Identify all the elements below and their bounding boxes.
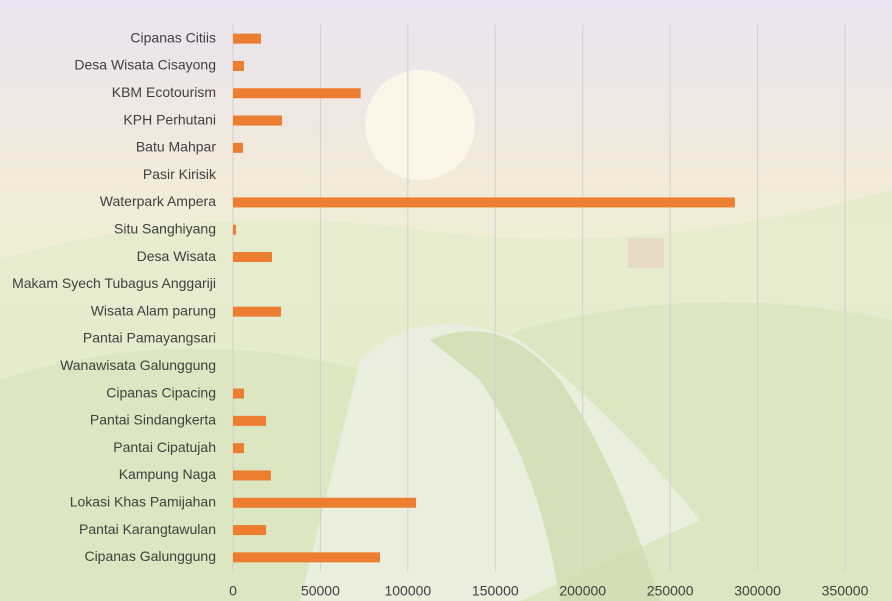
y-tick-label: Desa Wisata Cisayong	[74, 57, 216, 73]
bar	[233, 470, 271, 480]
bar	[233, 416, 266, 426]
chart: 0 50000 100000 150000 200000 250000 300000 3500…	[0, 0, 892, 601]
y-tick-label: Pasir Kirisik	[143, 166, 217, 182]
bar	[233, 225, 236, 235]
y-tick-label: Waterpark Ampera	[100, 193, 216, 209]
bar	[233, 34, 261, 44]
bar	[233, 307, 281, 317]
bar	[233, 143, 243, 153]
x-tick-label: 250000	[647, 583, 694, 599]
x-tick-label: 200000	[559, 583, 606, 599]
y-tick-label: Pantai Karangtawulan	[79, 521, 216, 537]
y-tick-label: Cipanas Galunggung	[84, 548, 216, 564]
y-tick-label: Batu Mahpar	[136, 139, 216, 155]
y-tick-label: KPH Perhutani	[123, 111, 216, 127]
x-tick-label: 350000	[822, 583, 869, 599]
bar	[233, 116, 282, 126]
y-tick-label: Pantai Sindangkerta	[90, 412, 216, 428]
x-tick-label: 300000	[734, 583, 781, 599]
y-tick-label: Cipanas Cipacing	[106, 384, 216, 400]
bar	[233, 525, 266, 535]
x-tick-label: 50000	[301, 583, 340, 599]
y-tick-label: Pantai Cipatujah	[113, 439, 216, 455]
y-tick-label: Cipanas Citiis	[130, 29, 216, 45]
x-tick-label: 0	[229, 583, 237, 599]
y-tick-label: Situ Sanghiyang	[114, 220, 216, 236]
bar	[233, 389, 244, 399]
x-tick-label: 150000	[472, 583, 519, 599]
y-tick-label: Kampung Naga	[119, 466, 217, 482]
bar	[233, 88, 361, 98]
y-tick-label: KBM Ecotourism	[112, 84, 216, 100]
bar	[233, 61, 244, 71]
bar	[233, 443, 244, 453]
y-tick-label: Desa Wisata	[137, 248, 217, 264]
y-tick-label: Pantai Pamayangsari	[83, 330, 216, 346]
y-tick-label: Lokasi Khas Pamijahan	[70, 493, 216, 509]
x-tick-label: 100000	[384, 583, 431, 599]
bar	[233, 498, 416, 508]
y-tick-label: Wanawisata Galunggung	[60, 357, 216, 373]
y-tick-label: Wisata Alam parung	[91, 302, 216, 318]
bar	[233, 552, 380, 562]
bar	[233, 197, 735, 207]
bar	[233, 252, 272, 262]
y-tick-label: Makam Syech Tubagus Anggariji	[12, 275, 216, 291]
